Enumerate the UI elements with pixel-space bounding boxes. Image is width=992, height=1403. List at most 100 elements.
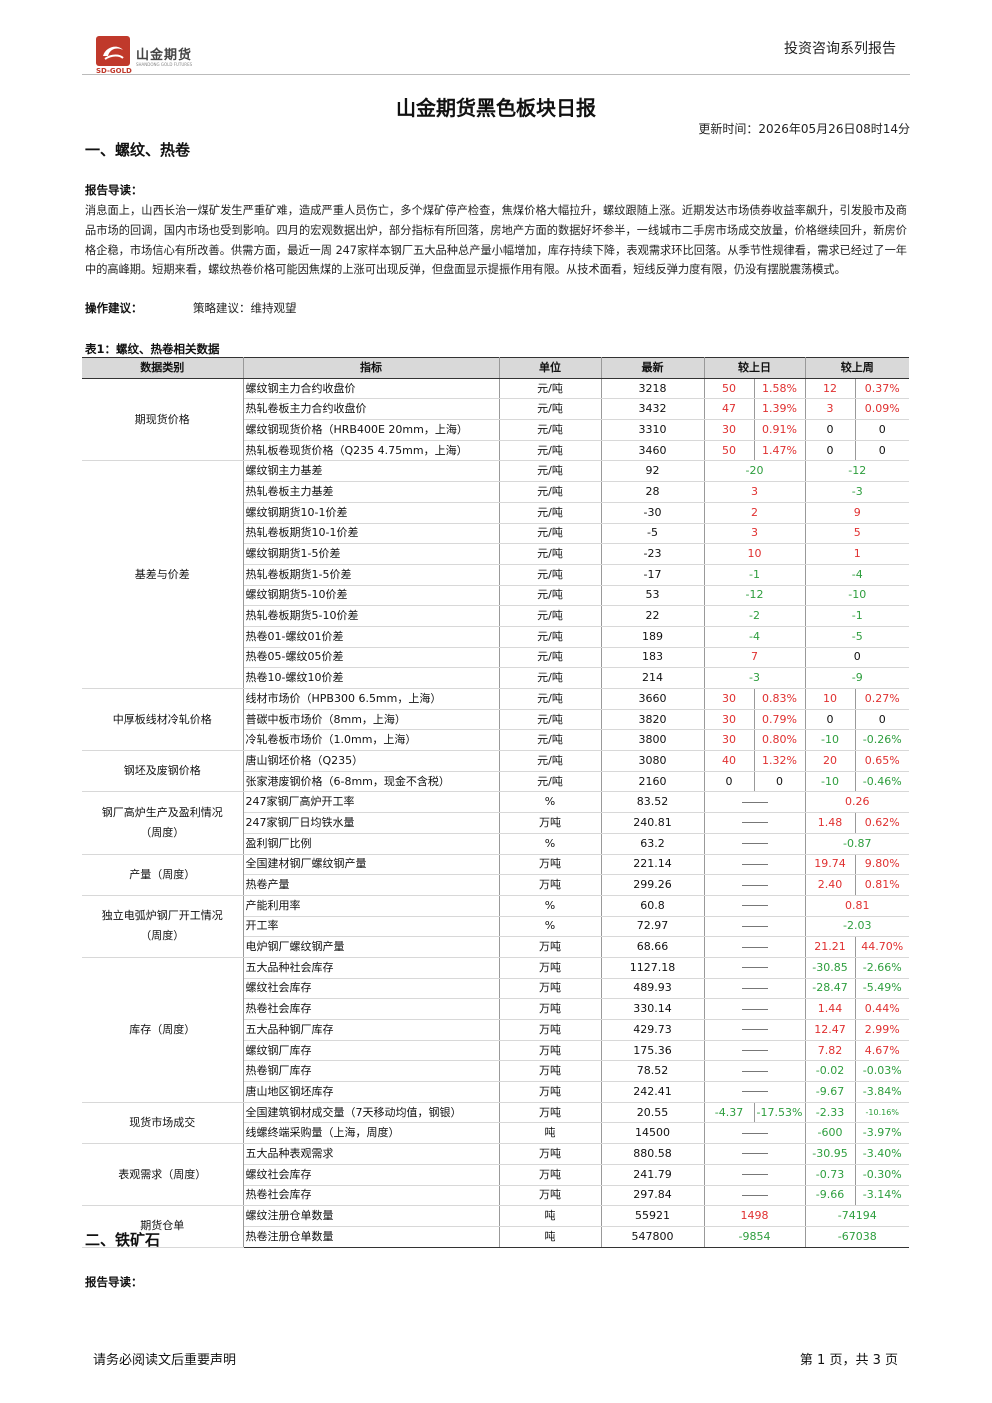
daily-pct: 1.47%: [754, 440, 806, 462]
weekly-pct: 0: [855, 419, 909, 441]
daily-change: 40: [704, 750, 755, 772]
weekly-change: 2.40: [805, 874, 856, 896]
indicator-cell: 螺纹钢厂库存: [243, 1040, 500, 1062]
weekly-change: 0.26: [805, 791, 909, 814]
daily-change: 3: [704, 523, 806, 545]
indicator-cell: 螺纹社会库存: [243, 978, 500, 1000]
weekly-change: 19.74: [805, 853, 856, 876]
unit-cell: 元/吨: [499, 750, 602, 772]
indicator-cell: 全国建筑钢材成交量（7天移动均值，钢银）: [243, 1101, 500, 1124]
footer-page-number: 第 1 页，共 3 页: [799, 1353, 898, 1368]
daily-change: 3: [704, 481, 806, 503]
table-row: 五大品种钢厂库存 万吨 429.73 12.47 2.99%: [82, 1019, 909, 1041]
indicator-cell: 电炉钢厂螺纹钢产量: [243, 936, 500, 958]
unit-cell: 元/吨: [499, 398, 602, 421]
latest-cell: 183: [601, 647, 705, 669]
latest-cell: 68.66: [601, 936, 705, 958]
dash-mark: [741, 822, 768, 824]
latest-cell: 297.84: [601, 1185, 705, 1207]
daily-change-dash: [704, 1081, 806, 1103]
weekly-pct: -2.66%: [855, 956, 909, 979]
unit-cell: 万吨: [499, 874, 602, 896]
indicator-cell: 热卷注册仓单数量: [243, 1226, 500, 1248]
latest-cell: 3218: [601, 377, 705, 400]
indicator-cell: 热卷社会库存: [243, 1185, 500, 1207]
latest-cell: 429.73: [601, 1019, 705, 1041]
latest-cell: 55921: [601, 1205, 705, 1227]
dash-mark: [741, 1070, 768, 1072]
weekly-pct: -5.49%: [855, 978, 909, 1000]
category-cell: 钢厂高炉生产及盈利情况 （周度）: [82, 791, 244, 855]
col-header: 数据类别: [82, 357, 244, 379]
table-row: 热卷05-螺纹05价差 元/吨 183 7 0: [82, 647, 909, 669]
latest-cell: 3800: [601, 729, 705, 752]
latest-cell: 72.97: [601, 916, 705, 938]
daily-change: -12: [704, 585, 806, 607]
weekly-change: 0: [805, 419, 856, 441]
indicator-cell: 五大品种表观需求: [243, 1143, 500, 1165]
table-row: 冷轧卷板市场价（1.0mm，上海） 元/吨 3800 30 0.80% -10 …: [82, 729, 909, 752]
indicator-cell: 产能利用率: [243, 894, 500, 917]
unit-cell: 元/吨: [499, 523, 602, 545]
weekly-pct: 0.81%: [855, 874, 909, 896]
weekly-pct: -0.46%: [855, 771, 909, 793]
dash-mark: [741, 1029, 768, 1031]
weekly-pct: 9.80%: [855, 853, 909, 876]
weekly-change: -30.85: [805, 956, 856, 979]
table-row: 基差与价差 螺纹钢主力基差 元/吨 92 -20 -12: [82, 460, 909, 689]
weekly-change: 3: [805, 398, 856, 421]
unit-cell: %: [499, 916, 602, 938]
indicator-cell: 热轧卷板期货1-5价差: [243, 564, 500, 586]
daily-change-dash: [704, 791, 806, 814]
latest-cell: 880.58: [601, 1143, 705, 1165]
col-header: 较上日: [704, 357, 806, 379]
op-label: 操作建议：: [85, 301, 143, 315]
table-row: 表观需求（周度） 五大品种表观需求 万吨 880.58 -30.95 -3.40…: [82, 1143, 909, 1207]
latest-cell: -5: [601, 523, 705, 545]
guide-text: 消息面上，山西长治一煤矿发生严重矿难，造成严重人员伤亡，多个煤矿停产检查，焦煤价…: [85, 204, 907, 277]
unit-cell: 万吨: [499, 1101, 602, 1124]
weekly-change: 0.81: [805, 894, 909, 917]
latest-cell: 28: [601, 481, 705, 503]
latest-cell: 299.26: [601, 874, 705, 896]
unit-cell: 元/吨: [499, 564, 602, 586]
latest-cell: 22: [601, 605, 705, 627]
unit-cell: 元/吨: [499, 460, 602, 483]
indicator-cell: 螺纹钢期货1-5价差: [243, 543, 500, 565]
weekly-change: 7.82: [805, 1040, 856, 1062]
category-line: （周度）: [140, 825, 185, 839]
indicator-cell: 螺纹钢期货10-1价差: [243, 502, 500, 524]
category-cell: 库存（周度）: [82, 956, 244, 1103]
weekly-change: -74194: [805, 1205, 909, 1227]
weekly-change: -2.33: [805, 1101, 856, 1124]
latest-cell: 330.14: [601, 998, 705, 1020]
table-row: 247家钢厂日均铁水量 万吨 240.81 1.48 0.62%: [82, 812, 909, 834]
indicator-cell: 热卷10-螺纹10价差: [243, 667, 500, 689]
weekly-change: 1.44: [805, 998, 856, 1020]
daily-change-dash: [704, 1164, 806, 1186]
table-row: 中厚板线材冷轧价格 线材市场价（HPB300 6.5mm，上海） 元/吨 366…: [82, 687, 909, 752]
indicator-cell: 热轧卷板主力合约收盘价: [243, 398, 500, 421]
daily-change: 30: [704, 709, 755, 731]
weekly-pct: -3.14%: [855, 1185, 909, 1207]
unit-cell: 万吨: [499, 1081, 602, 1103]
unit-cell: 万吨: [499, 812, 602, 834]
weekly-pct: 0.09%: [855, 398, 909, 421]
daily-change: 50: [704, 440, 755, 462]
table-row: 开工率 % 72.97 -2.03: [82, 916, 909, 938]
daily-change-dash: [704, 1019, 806, 1041]
category-line: 钢厂高炉生产及盈利情况: [101, 805, 223, 819]
latest-cell: 53: [601, 585, 705, 607]
dash-mark: [741, 843, 768, 845]
category-line: （周度）: [140, 929, 185, 943]
weekly-change: -30.95: [805, 1143, 856, 1165]
latest-cell: 489.93: [601, 978, 705, 1000]
daily-pct: 0: [754, 771, 806, 793]
indicator-cell: 热卷01-螺纹01价差: [243, 626, 500, 648]
logo-name: 山金期货: [136, 48, 193, 63]
category-cell: 现货市场成交: [82, 1101, 244, 1145]
latest-cell: 242.41: [601, 1081, 705, 1103]
daily-change-dash: [704, 894, 806, 917]
table-row: 库存（周度） 五大品种社会库存 万吨 1127.18 -30.85 -2.66%: [82, 956, 909, 1103]
unit-cell: 元/吨: [499, 419, 602, 441]
